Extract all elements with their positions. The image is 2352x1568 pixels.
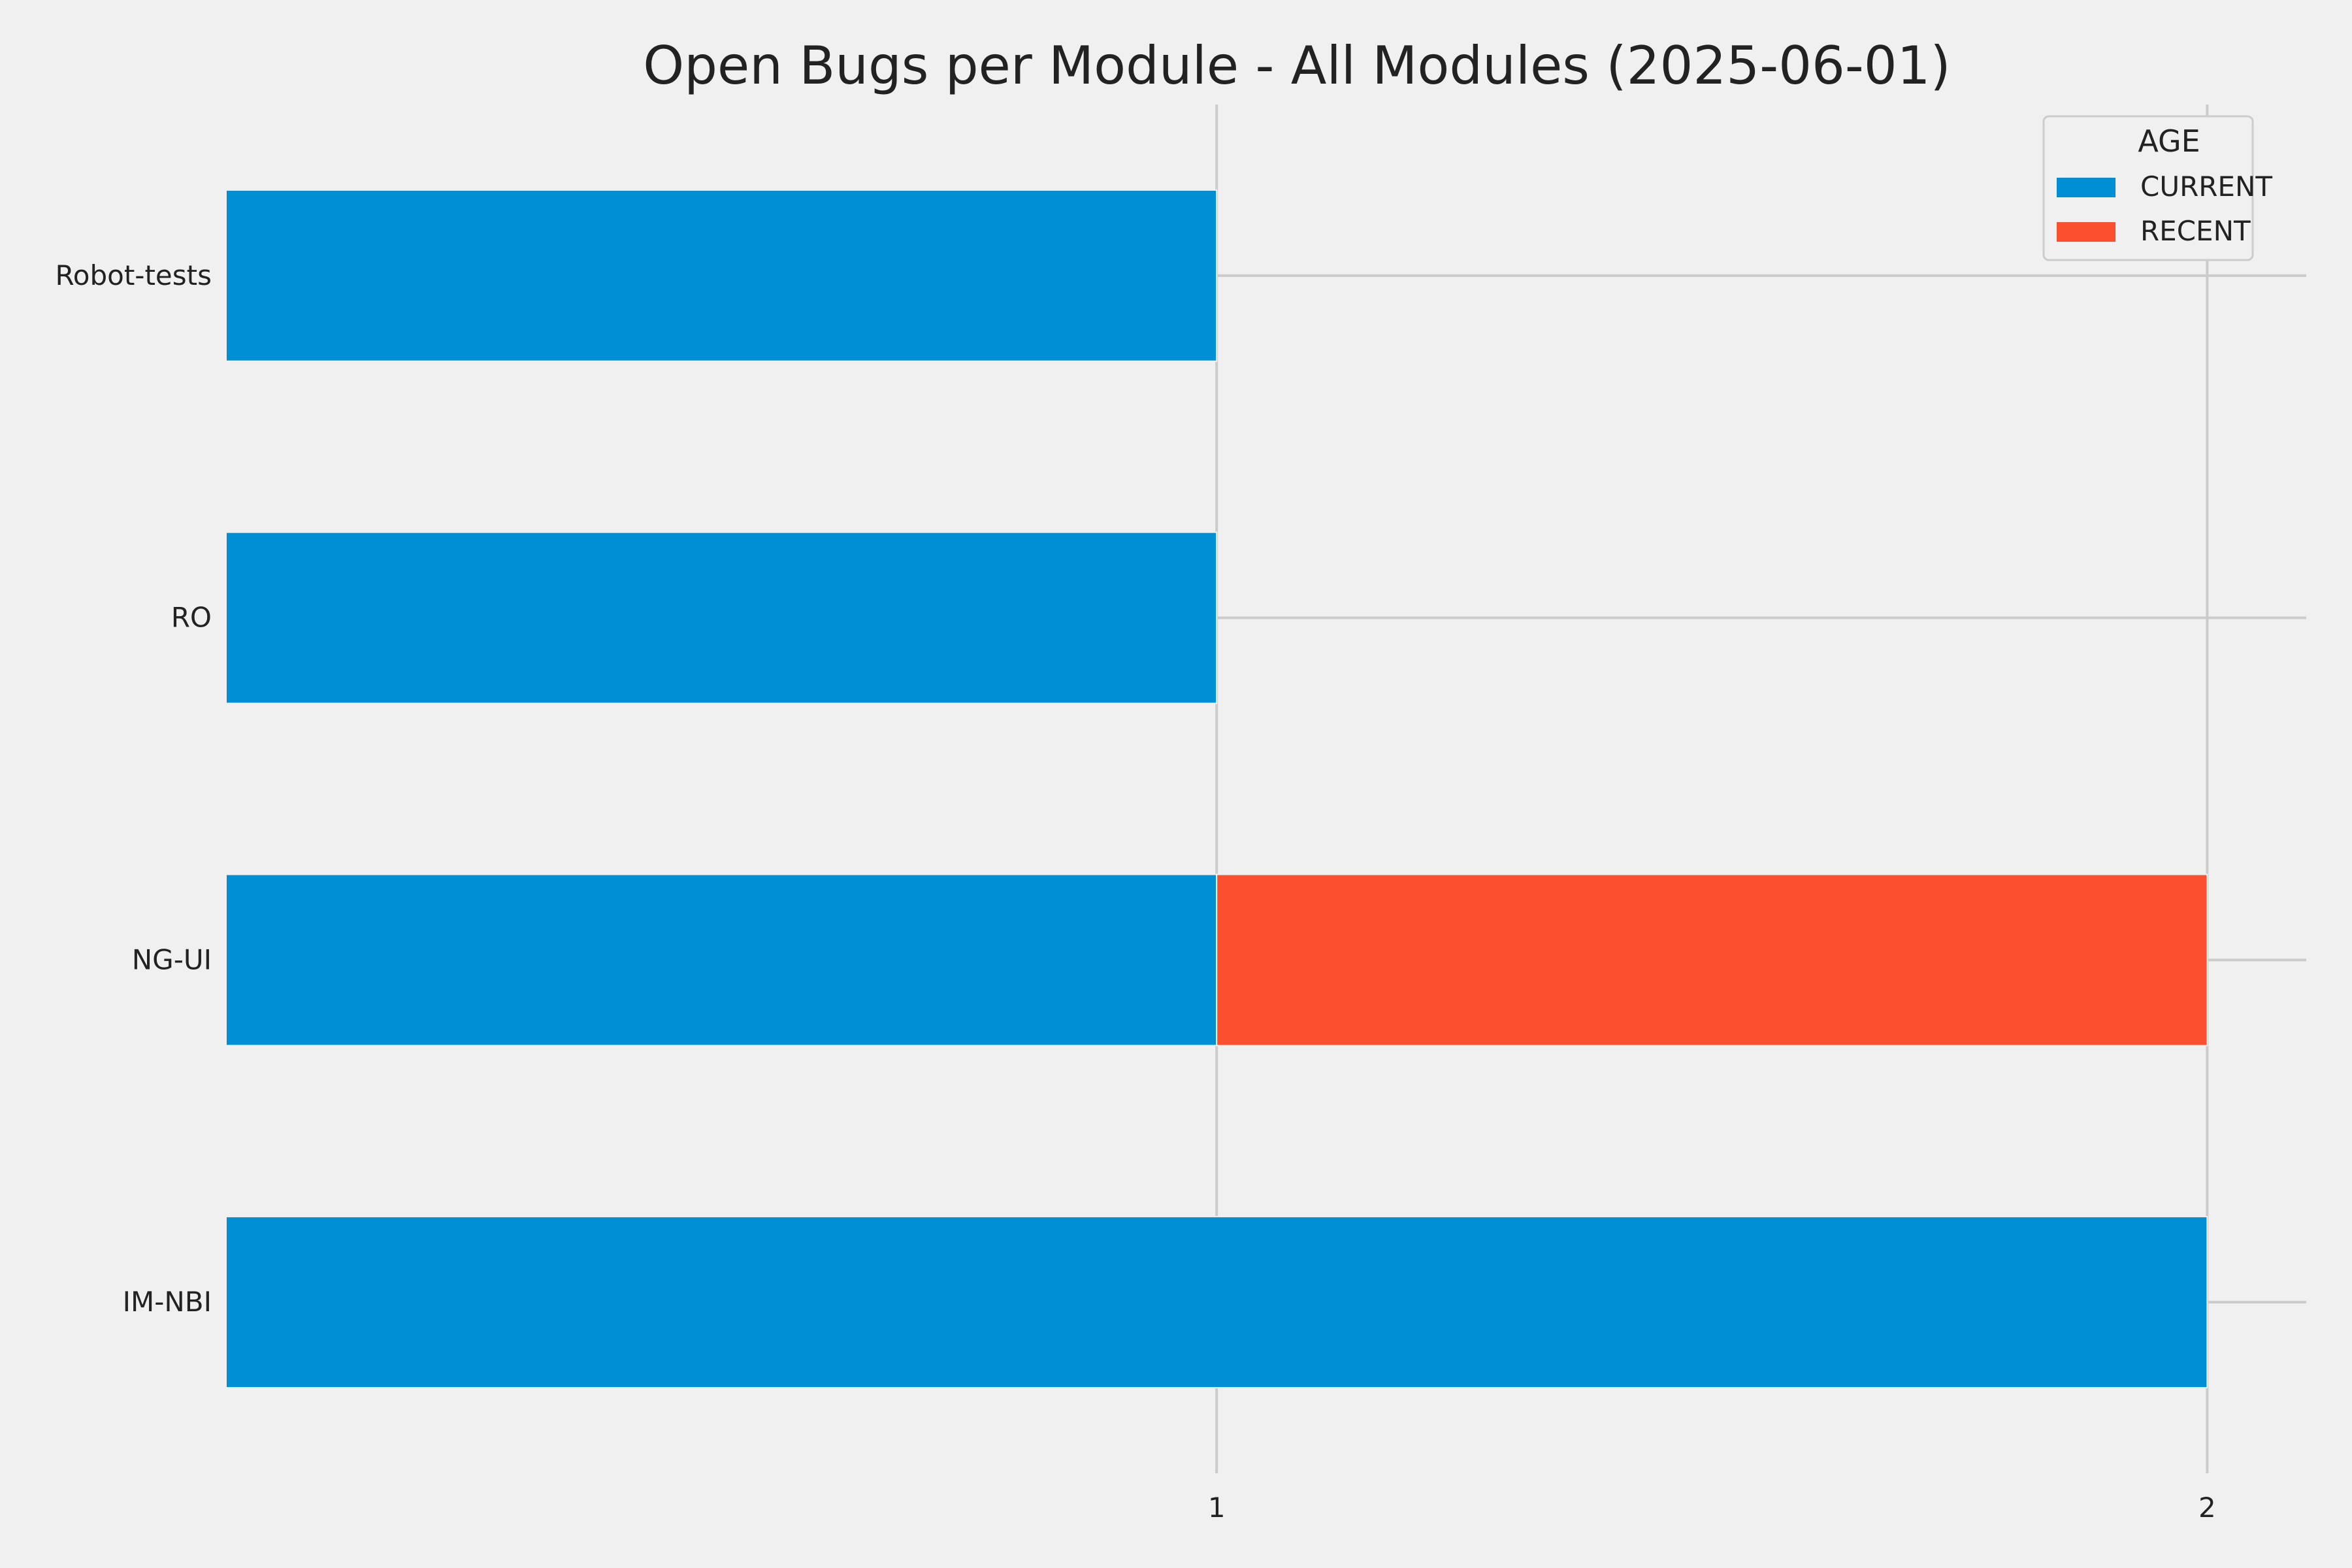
y-tick-label-robot-tests: Robot-tests	[55, 259, 212, 291]
label-layer: 1 2 IM-NBI NG-UI RO Robot-tests	[55, 259, 2215, 1524]
bar-layer	[225, 189, 2208, 1389]
x-tick-label-1: 1	[1208, 1492, 1226, 1524]
legend-swatch-recent	[2057, 222, 2115, 242]
x-tick-label-2: 2	[2198, 1492, 2216, 1524]
legend-label-current: CURRENT	[2140, 171, 2272, 203]
bar-ng-ui-current	[225, 874, 1218, 1047]
bar-ro-current	[225, 531, 1218, 704]
legend-items: CURRENT RECENT	[2057, 171, 2272, 247]
legend-label-recent: RECENT	[2140, 215, 2251, 247]
y-tick-label-ng-ui: NG-UI	[132, 943, 212, 975]
y-tick-label-im-nbi: IM-NBI	[123, 1286, 212, 1318]
chart-title: Open Bugs per Module - All Modules (2025…	[643, 35, 1950, 96]
legend-swatch-current	[2057, 178, 2115, 197]
y-tick-label-ro: RO	[171, 602, 212, 634]
bar-ng-ui-recent	[1216, 874, 2208, 1047]
bar-robot-tests-current	[225, 189, 1218, 362]
legend: AGE CURRENT RECENT	[2042, 115, 2272, 261]
legend-title: AGE	[2138, 123, 2200, 159]
bar-im-nbi-current	[225, 1216, 2208, 1389]
